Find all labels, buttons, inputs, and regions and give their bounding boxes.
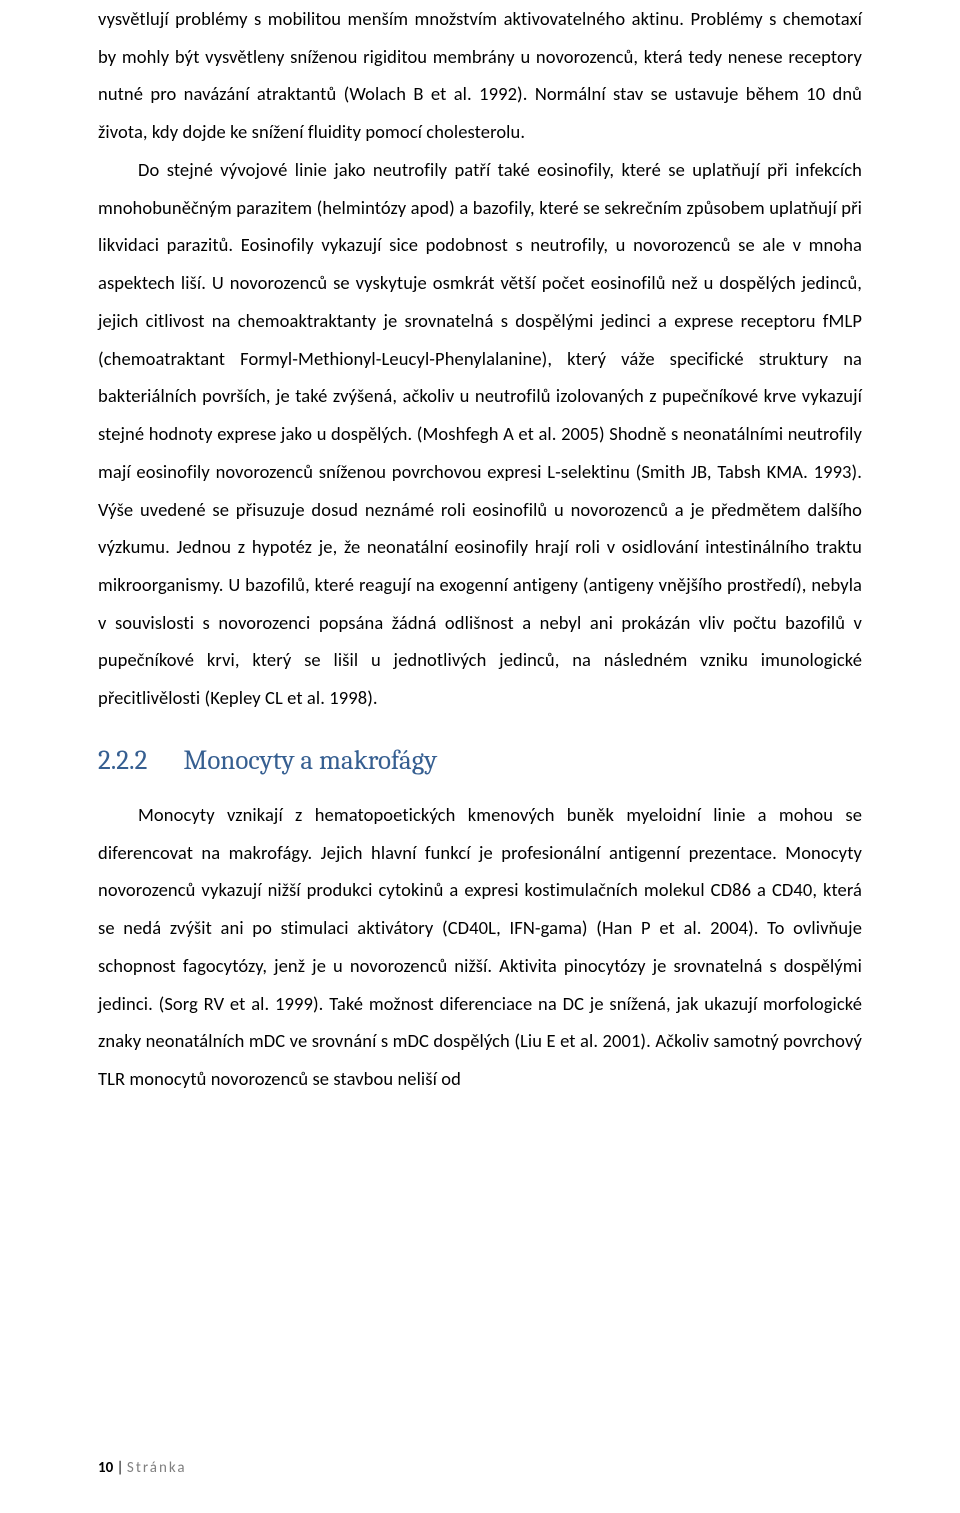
section-title: Monocyty a makrofágy: [183, 745, 437, 776]
page: vysvětlují problémy s mobilitou menším m…: [0, 0, 960, 1513]
page-number: 10: [98, 1459, 113, 1477]
footer-label: Stránka: [127, 1459, 187, 1477]
footer-separator: |: [113, 1459, 127, 1477]
page-footer: 10 | Stránka: [98, 1459, 187, 1477]
paragraph-2: Do stejné vývojové linie jako neutrofily…: [98, 151, 862, 717]
paragraph-1: vysvětlují problémy s mobilitou menším m…: [98, 0, 862, 151]
paragraph-3: Monocyty vznikají z hematopoetických kme…: [98, 796, 862, 1098]
section-heading-2-2-2: 2.2.2 Monocyty a makrofágy: [98, 745, 862, 776]
section-number: 2.2.2: [98, 745, 147, 776]
